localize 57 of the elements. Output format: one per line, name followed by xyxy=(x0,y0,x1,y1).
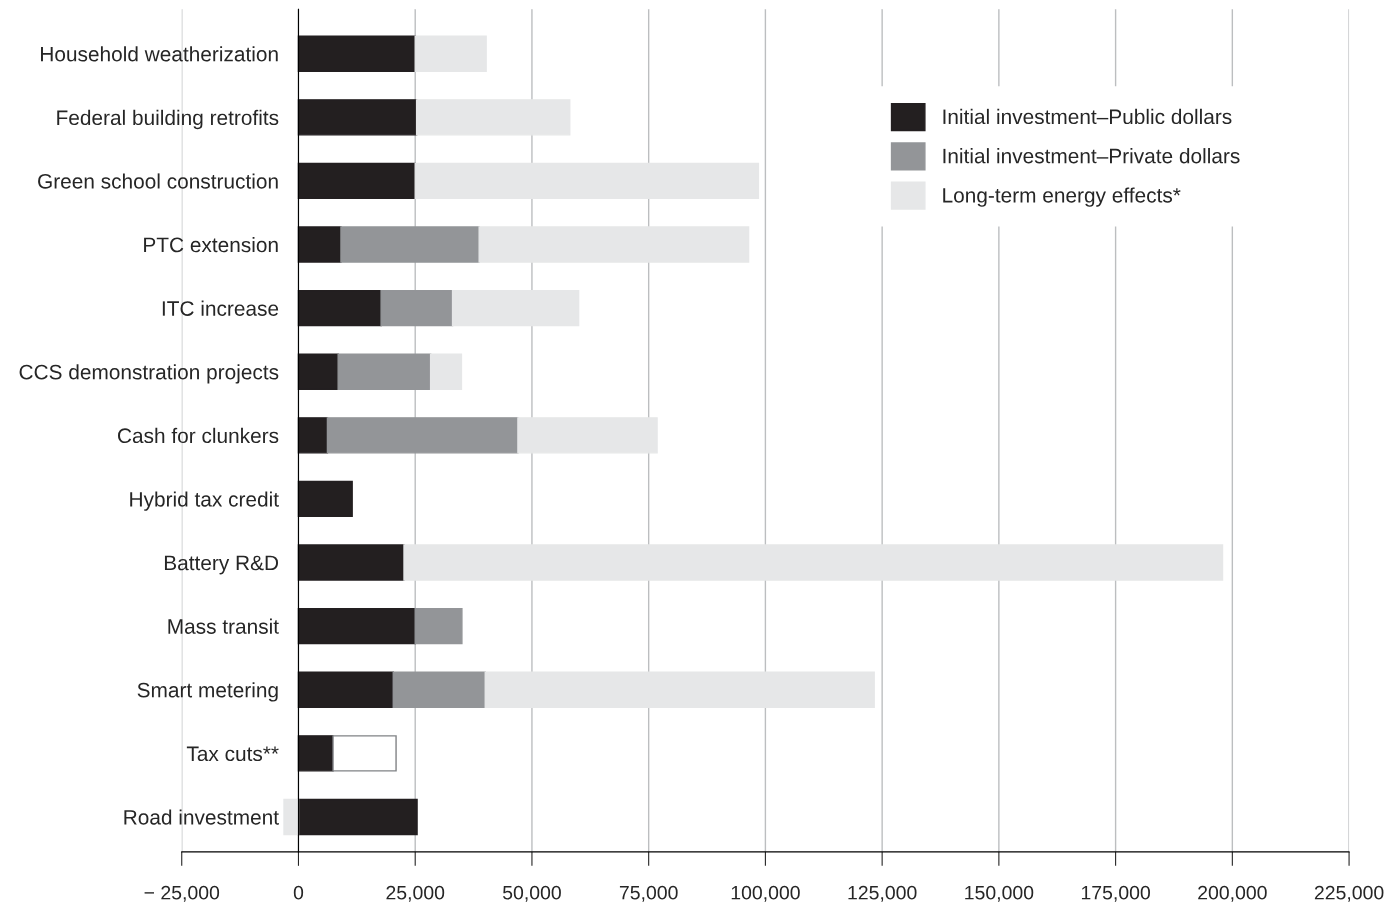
bar xyxy=(415,99,571,136)
bar xyxy=(403,544,1224,581)
legend-label: Long-term energy effects* xyxy=(943,187,1181,207)
bar xyxy=(297,735,334,772)
bar xyxy=(297,417,329,454)
y-tick-label: Smart metering xyxy=(137,682,278,702)
bar xyxy=(297,226,342,263)
x-tick-label: 100,000 xyxy=(731,885,800,902)
y-tick-label: Cash for clunkers xyxy=(118,427,279,444)
y-tick-label: ITC increase xyxy=(162,300,279,316)
bar xyxy=(337,353,432,390)
bar xyxy=(429,353,463,390)
bar xyxy=(297,99,418,136)
bar xyxy=(297,289,382,327)
bar xyxy=(414,607,463,645)
bar xyxy=(451,289,580,327)
bar xyxy=(283,798,300,836)
y-tick-label: Mass transit xyxy=(168,618,279,634)
y-tick-label: Battery R&D xyxy=(164,555,279,575)
bar xyxy=(297,671,394,708)
bar xyxy=(484,671,875,708)
y-tick-label: CCS demonstration projects xyxy=(19,364,279,384)
bar xyxy=(517,417,658,454)
y-tick-label: Green school construction xyxy=(38,173,278,189)
y-tick-label: Household weatherization xyxy=(41,46,278,62)
bar xyxy=(340,226,480,263)
x-tick-label: 175,000 xyxy=(1081,885,1150,902)
legend-label: Initial investment–Private dollars xyxy=(943,148,1240,164)
y-tick-label: Hybrid tax credit xyxy=(130,491,279,511)
x-tick-label: 0 xyxy=(293,885,304,900)
x-tick-label: 75,000 xyxy=(619,885,678,902)
x-tick-label: 50,000 xyxy=(502,885,561,902)
x-tick-label: 200,000 xyxy=(1198,885,1267,902)
bar xyxy=(297,35,416,72)
y-tick-label: Tax cuts** xyxy=(186,746,279,762)
bar xyxy=(414,162,760,200)
bar xyxy=(297,353,339,390)
bar xyxy=(297,798,418,836)
bar xyxy=(380,289,454,327)
x-tick-label: 25,000 xyxy=(386,885,445,902)
y-tick-label: Federal building retrofits xyxy=(57,109,279,130)
legend-label: Initial investment–Public dollars xyxy=(943,108,1232,125)
bar xyxy=(297,162,416,200)
bar xyxy=(332,735,397,772)
x-tick-label: 150,000 xyxy=(965,885,1034,902)
bar xyxy=(297,544,405,581)
bar xyxy=(414,35,487,72)
y-tick-label: PTC extension xyxy=(144,236,278,253)
x-tick-label: − 25,000 xyxy=(144,885,220,902)
bar xyxy=(297,480,353,518)
x-tick-label: 125,000 xyxy=(848,885,917,902)
bar xyxy=(326,417,519,454)
bar xyxy=(297,607,416,645)
bar xyxy=(392,671,486,708)
y-tick-label: Road investment xyxy=(124,809,279,825)
x-tick-label: 225,000 xyxy=(1314,885,1384,902)
bar xyxy=(478,226,750,263)
